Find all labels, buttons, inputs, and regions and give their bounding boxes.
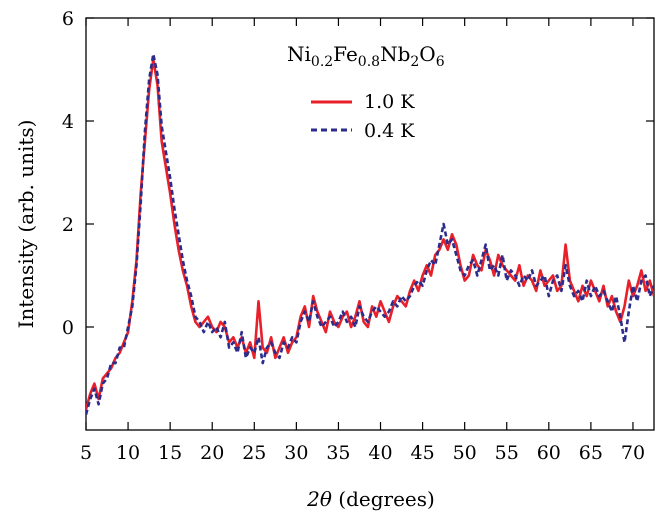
x-tick-labels: 5 10 15 20 25 30 35 40 45 50 55 60 65 70 <box>80 442 645 464</box>
series-layer <box>86 52 654 415</box>
y-tick-label: 2 <box>62 214 74 236</box>
x-axis-label-rest: (degrees) <box>332 487 435 511</box>
x-tick-label: 45 <box>410 442 434 464</box>
x-tick-label: 50 <box>453 442 477 464</box>
x-tick-label: 20 <box>200 442 224 464</box>
title-part-sub3: 2 <box>410 54 419 70</box>
x-tick-label: 60 <box>537 442 561 464</box>
legend-label-0-4k: 0.4 K <box>364 120 415 142</box>
x-tick-label: 35 <box>326 442 350 464</box>
plot-frame <box>85 17 655 431</box>
x-tick-label: 10 <box>116 442 140 464</box>
x-tick-label: 15 <box>158 442 182 464</box>
y-tick-labels: 0 2 4 6 <box>62 8 74 339</box>
title-part-base3: Nb <box>380 42 410 66</box>
y-axis-label: Intensity (arb. units) <box>14 120 38 329</box>
title-part-base1: Ni <box>287 42 311 66</box>
title-part-sub2: 0.8 <box>358 54 380 70</box>
title-part-base2: Fe <box>333 42 358 66</box>
y-tick-label: 4 <box>62 111 74 133</box>
x-tick-label: 40 <box>368 442 392 464</box>
chart-title: Ni0.2Fe0.8Nb2O6 <box>287 42 445 70</box>
x-tick-label: 65 <box>579 442 603 464</box>
y-tick-label: 6 <box>62 8 74 30</box>
x-tick-label: 70 <box>621 442 645 464</box>
legend: 1.0 K 0.4 K <box>311 91 415 142</box>
x-tick-label: 5 <box>80 442 92 464</box>
legend-label-1-0k: 1.0 K <box>364 91 415 113</box>
title-part-sub1: 0.2 <box>311 54 333 70</box>
x-axis-label-italic: 2θ <box>306 487 332 511</box>
x-tick-label: 55 <box>495 442 519 464</box>
x-tick-label: 30 <box>284 442 308 464</box>
title-part-sub4: 6 <box>436 54 445 70</box>
y-tick-label: 0 <box>62 317 74 339</box>
x-tick-label: 25 <box>242 442 266 464</box>
title-part-base4: O <box>419 42 435 66</box>
axis-ticks <box>85 17 654 430</box>
x-axis-label: 2θ (degrees) <box>306 487 435 511</box>
series-line-0-4k <box>86 52 654 415</box>
